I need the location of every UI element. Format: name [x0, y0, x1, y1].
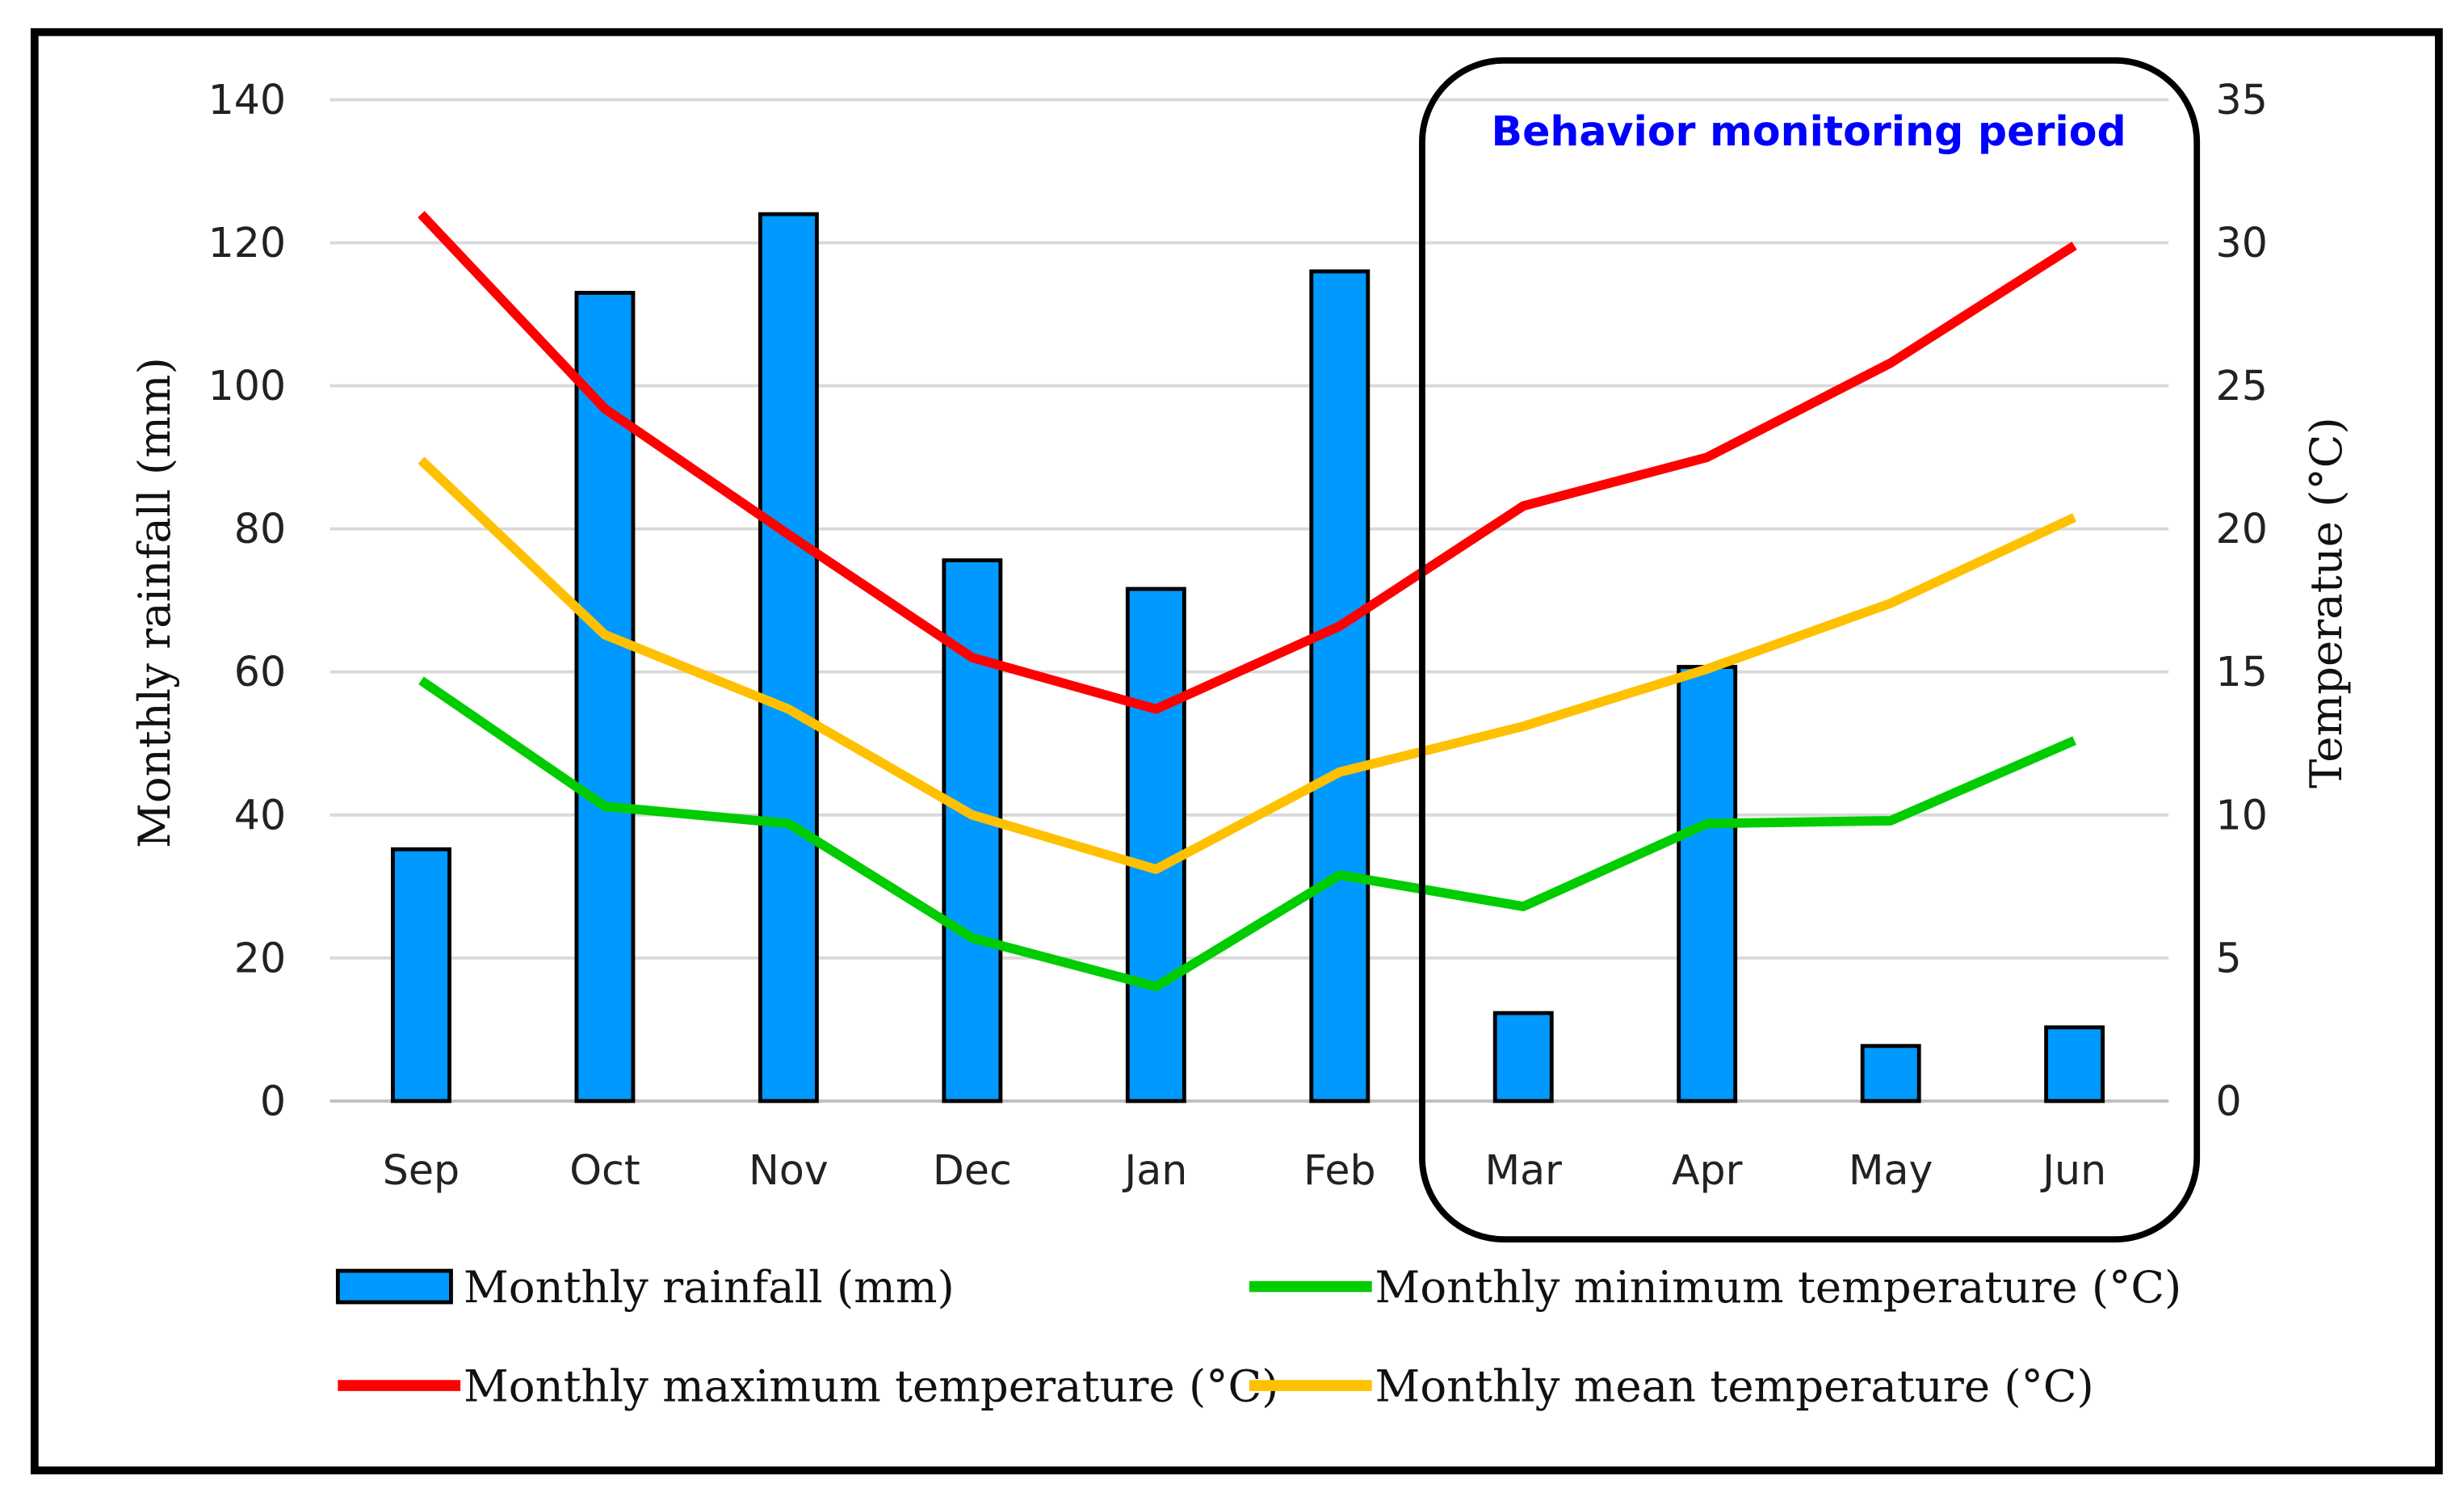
x-tick-label: Sep: [383, 1146, 460, 1194]
x-tick-label: Oct: [569, 1146, 640, 1194]
x-tick-label: May: [1849, 1146, 1933, 1194]
legend-label: Monthly rainfall (mm): [464, 1261, 955, 1313]
y2-tick-label: 30: [2216, 219, 2268, 267]
rainfall-bar: [1125, 587, 1186, 1104]
y2-tick-label: 25: [2216, 362, 2268, 410]
series-line-monthly-maximum-temperature-c-: [418, 211, 2077, 714]
y-tick-label: 140: [208, 76, 287, 124]
legend-swatch-bar: [335, 1268, 453, 1305]
monitoring-period-box: [1419, 57, 2201, 1243]
rainfall-bar: [391, 847, 451, 1104]
figure-frame: [30, 27, 2443, 1475]
x-tick-label: Feb: [1303, 1146, 1376, 1194]
y2-axis-label: Temperatue (°C): [2300, 417, 2352, 788]
rainfall-bar: [2044, 1025, 2105, 1104]
rainfall-bar: [1309, 269, 1371, 1104]
legend-label: Monthly minimum temperature (°C): [1375, 1261, 2182, 1313]
rainfall-bar: [758, 212, 819, 1104]
y-tick-label: 0: [260, 1077, 286, 1125]
y2-tick-label: 15: [2216, 648, 2268, 696]
x-tick-label: Mar: [1485, 1146, 1563, 1194]
y-tick-label: 100: [208, 362, 287, 410]
y-tick-label: 20: [234, 934, 286, 982]
x-tick-label: Apr: [1672, 1146, 1743, 1194]
legend-label: Monthly mean temperature (°C): [1375, 1360, 2094, 1412]
rainfall-bar: [1677, 665, 1738, 1104]
rainfall-bar: [1860, 1044, 1921, 1104]
series-line-monthly-mean-temperature-c-: [418, 456, 2077, 874]
legend-label: Monthly maximum temperature (°C): [464, 1360, 1278, 1412]
x-tick-label: Jun: [2040, 1146, 2106, 1194]
y-tick-label: 120: [208, 219, 287, 267]
rainfall-bar: [1492, 1011, 1554, 1104]
rainfall-bar: [574, 291, 636, 1104]
series-line-monthly-minimum-temperature-c-: [418, 676, 2076, 992]
legend: Monthly rainfall (mm) Monthly minimum tem…: [335, 1261, 2182, 1412]
x-tick-label: Dec: [933, 1146, 1012, 1194]
monitoring-period-label: Behavior monitoring period: [1492, 107, 2126, 155]
x-tick-label: Nov: [749, 1146, 829, 1194]
y-tick-label: 40: [234, 791, 286, 839]
y2-tick-label: 20: [2216, 505, 2268, 553]
y2-tick-label: 35: [2216, 76, 2268, 124]
y-axis-label: Monthly rainfall (mm): [128, 357, 180, 848]
x-tick-label: Jan: [1122, 1146, 1187, 1194]
y-tick-label: 60: [234, 648, 286, 696]
y2-tick-label: 10: [2216, 791, 2268, 839]
y2-tick-label: 5: [2216, 934, 2242, 982]
y-tick-label: 80: [234, 505, 286, 553]
y2-tick-label: 0: [2216, 1077, 2242, 1125]
